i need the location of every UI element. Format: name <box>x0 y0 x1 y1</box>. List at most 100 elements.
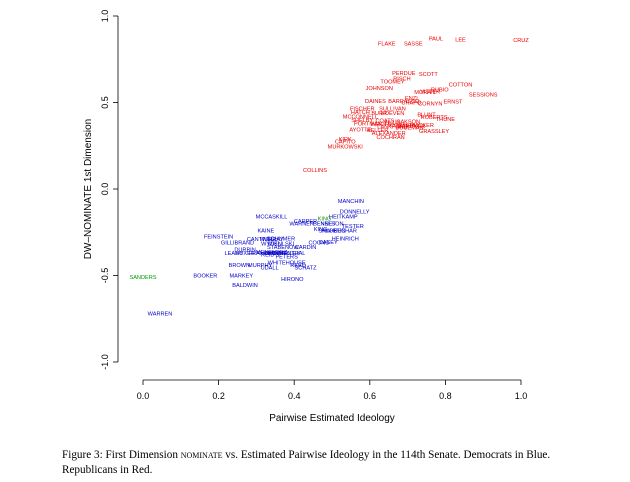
point-democrat-bennet: BENNET <box>313 222 336 228</box>
point-republican-wicker: WICKER <box>412 123 434 129</box>
x-tick-label: 0.6 <box>364 391 377 401</box>
point-democrat-leahy: LEAHY <box>225 251 244 257</box>
point-republican-enzi: ENZI <box>405 96 418 102</box>
point-republican-ayotte: AYOTTE <box>349 127 371 133</box>
point-republican-roberts: ROBERTS <box>421 115 448 121</box>
point-republican-rubio: RUBIO <box>431 88 449 94</box>
point-republican-ernst: ERNST <box>443 100 463 106</box>
figure-caption: Figure 3: First Dimension nominate vs. E… <box>62 448 592 478</box>
point-democrat-schumer: SCHUMER <box>267 236 295 242</box>
point-republican-lee: LEE <box>455 37 466 43</box>
point-republican-grassley: GRASSLEY <box>419 129 449 135</box>
point-republican-hoeven: HOEVEN <box>381 111 405 117</box>
point-democrat-klobuchar: KLOBUCHAR <box>322 229 357 235</box>
point-democrat-nelson: NELSON <box>320 222 343 228</box>
point-democrat-stabenow: STABENOW <box>267 245 299 251</box>
point-republican-toomey: TOOMEY <box>380 80 404 86</box>
point-democrat-warren: WARREN <box>148 312 173 318</box>
point-democrat-franken: FRANKEN <box>249 251 276 257</box>
point-democrat-blumenthal: BLUMENTHAL <box>268 251 306 257</box>
caption-part-2: vs. Estimated Pairwise Ideology in the 1… <box>62 449 551 476</box>
y-tick-label: -1.0 <box>100 354 110 370</box>
point-democrat-kaine: KAINE <box>257 229 274 235</box>
point-democrat-cardin: CARDIN <box>295 245 316 251</box>
caption-part-1: Figure 3: First Dimension <box>62 449 181 461</box>
point-democrat-king: KING <box>314 227 328 233</box>
point-republican-portman: PORTMAN <box>354 121 382 127</box>
point-democrat-brown: BROWN <box>265 251 286 257</box>
point-republican-murkowski: MURKOWSKI <box>328 145 364 151</box>
point-republican-boozman: BOOZMAN <box>395 126 423 132</box>
point-republican-shelby: SHELBY <box>351 118 373 124</box>
point-republican-hatch: HATCH <box>351 110 370 116</box>
point-democrat-mccaskill: MCCASKILL <box>256 215 288 221</box>
point-democrat-casey: CASEY <box>319 240 338 246</box>
point-republican-isakson: ISAKSON <box>395 120 420 126</box>
point-republican-sessions: SESSIONS <box>469 93 498 99</box>
point-democrat-reed: REED <box>290 263 306 269</box>
point-democrat-heitkamp: HEITKAMP <box>329 215 358 221</box>
y-axis-title: DW–NOMINATE 1st Dimension <box>83 119 94 259</box>
point-republican-flake: FLAKE <box>378 42 396 48</box>
point-republican-perdue: PERDUE <box>392 71 416 77</box>
point-independent-sanders: SANDERS <box>129 275 156 281</box>
point-republican-scott: SCOTT <box>419 72 439 78</box>
x-axis-title: Pairwise Estimated Ideology <box>269 413 395 424</box>
x-ticks: 0.0 0.2 0.4 0.6 0.8 1.0 <box>137 380 528 401</box>
point-republican-cruz: CRUZ <box>513 38 529 44</box>
y-tick-label: -0.5 <box>100 268 110 284</box>
point-republican-sasse: SASSE <box>404 42 423 48</box>
point-republican-paul: PAUL <box>429 36 443 42</box>
point-democrat-tester: TESTER <box>342 224 364 230</box>
x-tick-label: 1.0 <box>515 391 528 401</box>
point-republican-heller: HELLER <box>366 128 388 134</box>
point-democrat-peters: PETERS <box>275 254 298 260</box>
point-democrat-manchin: MANCHIN <box>338 199 364 205</box>
x-tick-label: 0.2 <box>212 391 225 401</box>
x-tick-label: 0.8 <box>439 391 452 401</box>
point-democrat-booker: BOOKER <box>193 274 217 280</box>
x-tick-label: 0.4 <box>288 391 301 401</box>
point-democrat-gillibrand: GILLIBRAND <box>221 241 254 247</box>
y-tick-label: 0.0 <box>100 183 110 196</box>
point-republican-cornyn: CORNYN <box>418 101 442 107</box>
point-republican-blunt: BLUNT <box>417 113 436 119</box>
point-republican-mcconnell: MCCONNELL <box>343 114 378 120</box>
y-tick-label: 0.5 <box>100 96 110 109</box>
point-democrat-markey: MARKEY <box>229 274 253 280</box>
point-democrat-warner: WARNER <box>289 222 314 228</box>
point-democrat-donnelly: DONNELLY <box>340 209 370 215</box>
point-republican-kirk: KIRK <box>339 137 352 143</box>
point-republican-collins: COLLINS <box>303 168 327 174</box>
point-republican-johnson: JOHNSON <box>366 86 393 92</box>
point-democrat-whitehouse: WHITEHOUSE <box>268 261 306 267</box>
point-democrat-durbin: DURBIN <box>234 248 255 254</box>
point-republican-barrasso: BARRASSO <box>388 99 420 105</box>
point-democrat-mikulski: MIKULSKI <box>268 241 295 247</box>
point-republican-corker: CORKER <box>390 123 414 129</box>
y-ticks: -1.0 -0.5 0.0 0.5 1.0 <box>100 10 118 370</box>
point-democrat-murray: MURRAY <box>260 237 284 243</box>
point-democrat-brown: BROWN <box>229 263 250 269</box>
point-democrat-murphy: MURPHY <box>248 263 273 269</box>
point-republican-cotton: COTTON <box>449 82 473 88</box>
point-republican-tillis: TILLIS <box>384 120 401 126</box>
point-republican-sullivan: SULLIVAN <box>379 107 406 113</box>
point-republican-fischer: FISCHER <box>350 107 375 113</box>
point-republican-capito: CAPITO <box>335 139 356 145</box>
point-democrat-boxer: BOXER <box>235 251 255 257</box>
point-democrat-wyden: WYDEN <box>261 241 282 247</box>
point-republican-alexander: ALEXANDER <box>372 131 406 137</box>
point-republican-moran: MORAN <box>414 90 435 96</box>
point-republican-burr: BURR <box>371 111 387 117</box>
point-republican-inhofe: INHOFE <box>371 122 392 128</box>
point-democrat-feinstein: FEINSTEIN <box>204 235 233 241</box>
point-republican-cochran: COCHRAN <box>376 135 404 141</box>
axes <box>117 16 521 381</box>
point-democrat-udall: UDALL <box>261 266 279 272</box>
y-tick-label: 1.0 <box>100 10 110 23</box>
point-republican-thune: THUNE <box>436 117 456 123</box>
x-tick-label: 0.0 <box>137 391 150 401</box>
point-democrat-carper: CARPER <box>294 219 317 225</box>
point-democrat-reid: REID <box>261 253 274 259</box>
